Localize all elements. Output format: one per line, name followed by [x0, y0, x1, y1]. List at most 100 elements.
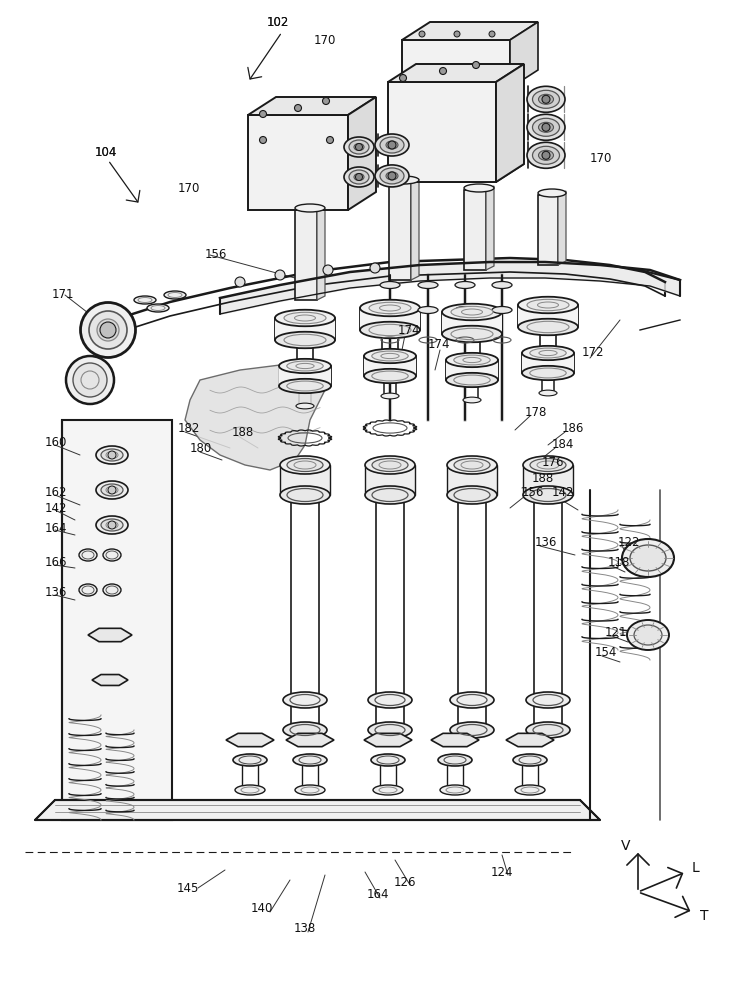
Ellipse shape [522, 346, 574, 360]
Ellipse shape [365, 486, 415, 504]
Text: 171: 171 [52, 288, 75, 302]
Ellipse shape [389, 176, 419, 184]
Ellipse shape [446, 353, 498, 367]
Circle shape [108, 451, 116, 459]
Text: 160: 160 [45, 436, 67, 448]
Ellipse shape [446, 373, 498, 387]
Ellipse shape [515, 785, 545, 795]
Circle shape [323, 98, 329, 104]
Ellipse shape [460, 356, 484, 364]
Circle shape [489, 31, 495, 37]
Text: 188: 188 [532, 472, 554, 485]
Ellipse shape [440, 785, 470, 795]
Ellipse shape [354, 174, 364, 180]
Ellipse shape [66, 356, 114, 404]
Polygon shape [35, 800, 600, 820]
Ellipse shape [349, 140, 369, 154]
Polygon shape [286, 733, 334, 747]
Circle shape [260, 136, 266, 143]
Circle shape [542, 95, 550, 103]
Ellipse shape [365, 456, 415, 474]
Text: 121: 121 [605, 626, 627, 639]
Text: 136: 136 [45, 585, 67, 598]
Ellipse shape [103, 584, 121, 596]
Ellipse shape [539, 94, 553, 104]
Ellipse shape [360, 322, 420, 338]
Ellipse shape [418, 306, 438, 314]
Ellipse shape [101, 484, 123, 496]
Text: 166: 166 [45, 556, 67, 568]
Ellipse shape [538, 189, 566, 197]
Ellipse shape [386, 141, 398, 149]
Circle shape [108, 486, 116, 494]
Ellipse shape [296, 403, 314, 409]
Ellipse shape [279, 359, 331, 373]
Ellipse shape [344, 137, 374, 157]
Ellipse shape [380, 137, 404, 153]
Polygon shape [348, 97, 376, 210]
Text: 186: 186 [562, 422, 584, 434]
Polygon shape [248, 115, 348, 210]
Text: 164: 164 [367, 888, 389, 902]
Ellipse shape [447, 486, 497, 504]
Ellipse shape [81, 302, 135, 358]
Ellipse shape [539, 150, 553, 160]
Ellipse shape [97, 319, 119, 341]
Text: 118: 118 [608, 556, 630, 568]
Circle shape [323, 265, 333, 275]
Polygon shape [411, 178, 419, 280]
Text: 178: 178 [525, 406, 548, 418]
Ellipse shape [442, 326, 502, 342]
Circle shape [454, 31, 460, 37]
Text: L: L [692, 861, 700, 875]
Ellipse shape [280, 486, 330, 504]
Ellipse shape [527, 142, 565, 168]
Polygon shape [518, 305, 578, 327]
Polygon shape [442, 312, 502, 334]
Polygon shape [88, 628, 132, 642]
Ellipse shape [530, 458, 566, 472]
Text: 174: 174 [398, 324, 420, 336]
Text: 140: 140 [251, 902, 273, 914]
Ellipse shape [79, 584, 97, 596]
Polygon shape [522, 353, 574, 373]
Circle shape [370, 263, 380, 273]
Circle shape [542, 151, 550, 159]
Ellipse shape [532, 90, 559, 108]
Ellipse shape [89, 311, 127, 349]
Ellipse shape [371, 754, 405, 766]
Polygon shape [464, 190, 486, 270]
Polygon shape [431, 733, 479, 747]
Ellipse shape [518, 319, 578, 335]
Ellipse shape [522, 366, 574, 380]
Ellipse shape [96, 446, 128, 464]
Polygon shape [92, 675, 128, 685]
Text: 170: 170 [590, 151, 613, 164]
Ellipse shape [523, 456, 573, 474]
Text: 145: 145 [177, 882, 199, 894]
Polygon shape [364, 356, 416, 376]
Text: 154: 154 [595, 646, 617, 658]
Ellipse shape [73, 363, 107, 397]
Text: 136: 136 [535, 536, 557, 548]
Polygon shape [365, 465, 415, 495]
Ellipse shape [539, 122, 553, 132]
Ellipse shape [295, 785, 325, 795]
Ellipse shape [380, 168, 404, 184]
Circle shape [472, 62, 479, 68]
Ellipse shape [349, 170, 369, 184]
Text: 156: 156 [205, 248, 228, 261]
Ellipse shape [492, 306, 512, 314]
Ellipse shape [530, 348, 566, 358]
Text: 162: 162 [45, 486, 67, 498]
Text: 142: 142 [45, 502, 67, 514]
Text: 102: 102 [266, 15, 289, 28]
Polygon shape [496, 64, 524, 182]
Polygon shape [447, 465, 497, 495]
Ellipse shape [527, 114, 565, 140]
Ellipse shape [79, 549, 97, 561]
Text: 180: 180 [190, 442, 212, 454]
Ellipse shape [630, 545, 666, 571]
Ellipse shape [380, 282, 400, 288]
Ellipse shape [492, 282, 512, 288]
